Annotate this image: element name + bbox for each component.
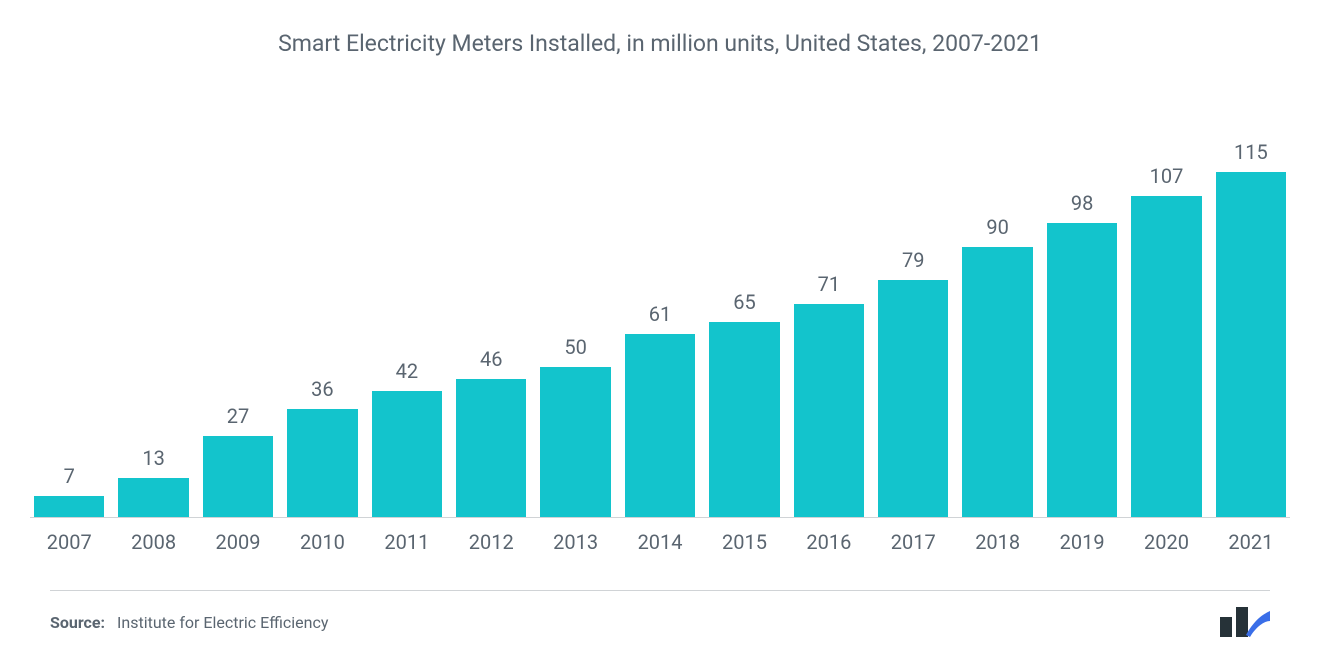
bar-value-label: 42 [396,359,418,383]
bar [1131,196,1201,517]
x-axis-label: 2008 [118,530,188,554]
source-line: Source: Institute for Electric Efficienc… [50,613,328,632]
bar [625,334,695,517]
bar [1216,172,1286,517]
bar-column: 90 [962,117,1032,517]
x-axis-label: 2017 [878,530,948,554]
x-axis-label: 2014 [625,530,695,554]
bar [456,379,526,517]
bar-value-label: 27 [227,404,249,428]
bar-column: 50 [540,117,610,517]
x-axis-label: 2009 [203,530,273,554]
bar [709,322,779,517]
chart-footer: Source: Institute for Electric Efficienc… [50,590,1270,637]
source-text: Institute for Electric Efficiency [117,613,328,632]
bar-column: 42 [372,117,442,517]
brand-logo-icon [1216,607,1270,637]
bar-column: 107 [1131,117,1201,517]
x-axis-label: 2020 [1131,530,1201,554]
x-axis-label: 2015 [709,530,779,554]
bar-value-label: 98 [1071,191,1093,215]
bar-value-label: 36 [311,377,333,401]
bar [287,409,357,517]
bar [878,280,948,517]
bar-column: 65 [709,117,779,517]
bar [118,478,188,517]
bar-value-label: 79 [902,248,924,272]
bar-plot-area: 7 13 27 36 42 46 50 61 65 71 79 90 98 107 115 [30,117,1290,517]
x-axis-label: 2021 [1216,530,1286,554]
x-axis-label: 2012 [456,530,526,554]
bar [203,436,273,517]
x-axis-label: 2011 [372,530,442,554]
bar-column: 27 [203,117,273,517]
bar-value-label: 107 [1150,164,1184,188]
bar-column: 36 [287,117,357,517]
bar-value-label: 7 [64,464,75,488]
bar-column: 71 [794,117,864,517]
bar [1047,223,1117,517]
x-axis-label: 2007 [34,530,104,554]
x-axis-label: 2016 [794,530,864,554]
bar [34,496,104,517]
x-axis-label: 2013 [540,530,610,554]
bar-value-label: 90 [986,215,1008,239]
bar-column: 46 [456,117,526,517]
bar-column: 7 [34,117,104,517]
bar-value-label: 65 [733,290,755,314]
bar [794,304,864,517]
bar-value-label: 46 [480,347,502,371]
bar-value-label: 115 [1234,140,1268,164]
bar-column: 98 [1047,117,1117,517]
chart-container: Smart Electricity Meters Installed, in m… [0,0,1320,665]
x-axis-label: 2019 [1047,530,1117,554]
x-axis: 2007 2008 2009 2010 2011 2012 2013 2014 2015 2016… [30,517,1290,554]
bar-value-label: 71 [818,272,840,296]
bar-column: 115 [1216,117,1286,517]
bar [372,391,442,517]
bar-value-label: 61 [649,302,671,326]
bar [540,367,610,517]
bar [962,247,1032,517]
bar-column: 79 [878,117,948,517]
x-axis-label: 2010 [287,530,357,554]
bar-column: 13 [118,117,188,517]
chart-title: Smart Electricity Meters Installed, in m… [30,30,1290,57]
bar-value-label: 50 [564,335,586,359]
bar-column: 61 [625,117,695,517]
source-label: Source: [50,613,105,632]
bar-value-label: 13 [142,446,164,470]
x-axis-label: 2018 [962,530,1032,554]
